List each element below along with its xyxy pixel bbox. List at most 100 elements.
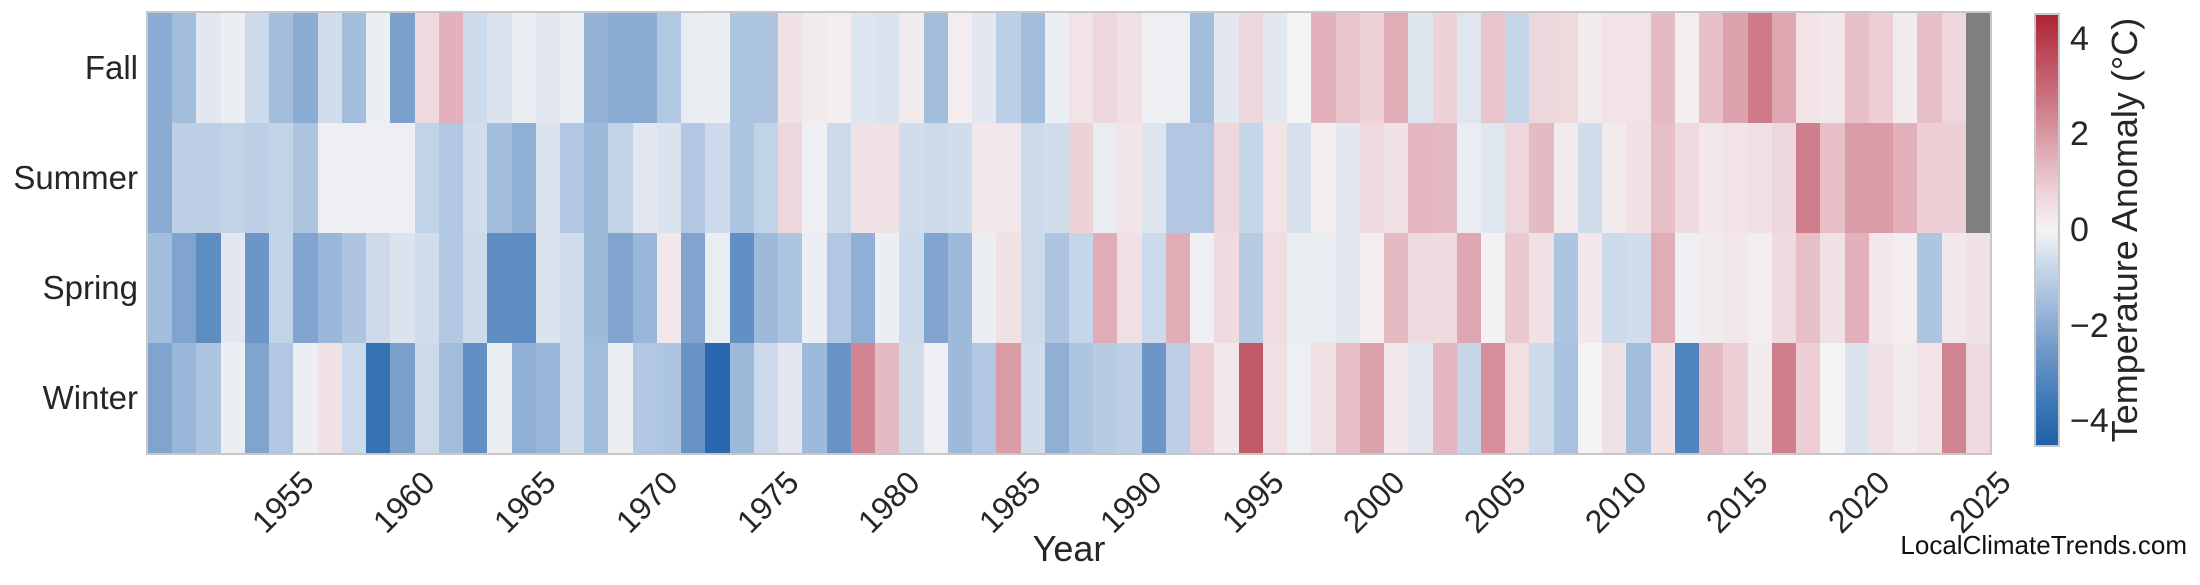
heatmap-cell	[220, 123, 245, 233]
y-tick-label-spring: Spring	[42, 269, 138, 306]
heatmap-cell	[1626, 233, 1651, 343]
x-axis-label: Year	[1032, 528, 1106, 569]
heatmap-cell	[1238, 233, 1263, 343]
heatmap-cell	[1941, 123, 1966, 233]
heatmap-cell-missing	[1965, 123, 1990, 233]
heatmap-cell	[1893, 123, 1918, 233]
heatmap-cell	[317, 343, 342, 453]
heatmap-cell	[681, 233, 706, 343]
heatmap-cell	[1893, 233, 1918, 343]
heatmap-cell	[850, 123, 876, 233]
heatmap-cell	[511, 233, 536, 343]
heatmap-cell	[1238, 123, 1263, 233]
heatmap-cell	[1602, 123, 1627, 233]
heatmap-cell	[244, 13, 270, 123]
heatmap-cell	[1359, 343, 1385, 453]
heatmap-cell	[1311, 123, 1336, 233]
heatmap-cell	[729, 123, 754, 233]
y-tick-label-summer: Summer	[13, 159, 138, 196]
heatmap-cell	[244, 343, 270, 453]
heatmap-cell	[1553, 233, 1578, 343]
heatmap-cell	[1359, 13, 1385, 123]
heatmap-cell	[269, 123, 294, 233]
heatmap-cell	[269, 233, 294, 343]
heatmap-cell	[826, 123, 851, 233]
heatmap-cell	[1141, 233, 1166, 343]
heatmap-cell	[1529, 343, 1554, 453]
heatmap-cell	[1190, 233, 1215, 343]
heatmap-cell	[1577, 13, 1603, 123]
heatmap-cell	[560, 123, 585, 233]
heatmap-cell	[584, 233, 609, 343]
heatmap-cell	[1044, 123, 1069, 233]
heatmap-cell	[1287, 13, 1312, 123]
heatmap-cell	[947, 13, 973, 123]
heatmap-cell	[875, 343, 900, 453]
x-tick-label-1960: 1960	[366, 464, 442, 540]
heatmap-cell	[1359, 233, 1385, 343]
heatmap-cell	[269, 343, 294, 453]
heatmap-cell	[293, 343, 318, 453]
heatmap-cell	[1093, 233, 1118, 343]
heatmap-cell	[656, 13, 682, 123]
heatmap-cell	[1165, 123, 1191, 233]
heatmap-cell	[1529, 13, 1554, 123]
heatmap-cell	[1965, 233, 1990, 343]
colorbar-tick-label-0: 0	[2070, 211, 2089, 249]
heatmap-cell	[148, 343, 173, 453]
heatmap-cell	[705, 123, 730, 233]
heatmap-cell	[1141, 343, 1166, 453]
heatmap-cell	[1068, 123, 1094, 233]
heatmap-cell	[1165, 233, 1191, 343]
heatmap-cell	[1868, 123, 1894, 233]
colorbar-label: Temperature Anomaly (°C)	[2104, 17, 2145, 443]
heatmap-cell	[753, 123, 779, 233]
heatmap-cell	[1117, 13, 1142, 123]
heatmap-cell	[1820, 343, 1845, 453]
heatmap-cell	[148, 123, 173, 233]
heatmap-cell	[1893, 343, 1918, 453]
heatmap-cell	[1723, 233, 1748, 343]
heatmap-cell	[1068, 13, 1094, 123]
heatmap-cell	[293, 233, 318, 343]
heatmap-cell	[802, 233, 827, 343]
heatmap-cell	[1674, 343, 1700, 453]
heatmap-cell	[947, 233, 973, 343]
heatmap-cell	[1456, 123, 1482, 233]
heatmap-cell	[366, 123, 391, 233]
heatmap-cell	[972, 123, 997, 233]
heatmap-cell	[1965, 343, 1990, 453]
heatmap-cell	[1771, 343, 1797, 453]
x-tick-label-2010: 2010	[1578, 464, 1654, 540]
heatmap-cell	[317, 233, 342, 343]
heatmap-cell	[632, 13, 657, 123]
heatmap-cell	[1214, 123, 1239, 233]
heatmap-cell	[172, 123, 197, 233]
colorbar-tick-label--4: −4	[2070, 402, 2109, 441]
heatmap-cell	[1262, 343, 1288, 453]
x-tick-label-1970: 1970	[608, 464, 685, 540]
heatmap-cell	[1068, 343, 1094, 453]
y-tick-label-fall: Fall	[84, 49, 138, 86]
heatmap-cell	[923, 343, 948, 453]
heatmap-cell	[511, 13, 536, 123]
heatmap-cell	[269, 13, 294, 123]
heatmap-cell	[220, 343, 245, 453]
heatmap-cell	[1165, 13, 1191, 123]
heatmap-cell	[1917, 123, 1942, 233]
heatmap-cell	[293, 123, 318, 233]
heatmap-cell	[656, 343, 682, 453]
x-tick-label-2000: 2000	[1335, 464, 1412, 540]
heatmap-cell	[705, 343, 730, 453]
heatmap-cell	[1020, 233, 1045, 343]
heatmap-cell	[899, 123, 924, 233]
heatmap-cell	[753, 13, 779, 123]
heatmap-cell	[1553, 13, 1578, 123]
heatmap-cell	[1796, 343, 1821, 453]
heatmap-cell	[729, 343, 754, 453]
heatmap-cell	[1941, 13, 1966, 123]
heatmap-cell	[1214, 13, 1239, 123]
heatmap-cell	[196, 233, 221, 343]
heatmap-cell	[778, 123, 803, 233]
